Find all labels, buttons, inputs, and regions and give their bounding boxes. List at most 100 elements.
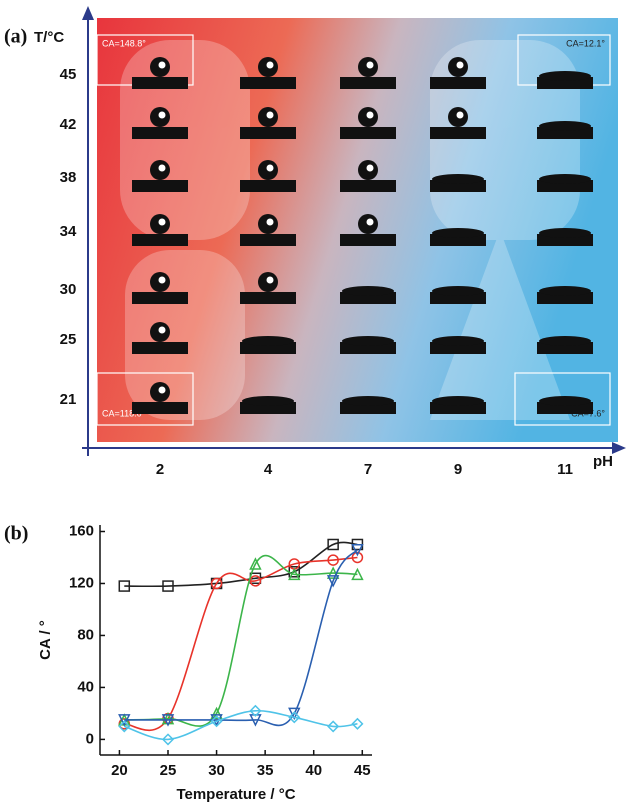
substrate [132, 127, 188, 139]
droplet-highlight [266, 164, 274, 172]
marker [118, 720, 131, 733]
substrate [132, 77, 188, 89]
marker [118, 714, 131, 727]
droplet [342, 396, 394, 406]
y-axis-label: CA / ° [37, 620, 54, 660]
droplet-highlight [158, 218, 166, 226]
droplet-highlight [158, 276, 166, 284]
y-tick-label: 0 [86, 730, 94, 747]
substrate [132, 234, 188, 246]
droplet-highlight [366, 61, 374, 69]
droplet [342, 336, 394, 346]
substrate [340, 77, 396, 89]
marker [161, 714, 175, 727]
droplet [539, 396, 591, 406]
x-tick-label: 45 [354, 762, 371, 779]
substrate [132, 292, 188, 304]
y-tick-label: 40 [77, 678, 94, 695]
marker [161, 733, 175, 746]
droplet [539, 71, 591, 81]
marker [249, 575, 262, 587]
marker [210, 715, 223, 728]
x-tick-label: 30 [208, 762, 225, 779]
ph-tick-label: 9 [454, 461, 462, 478]
droplet [539, 121, 591, 131]
marker [210, 577, 223, 590]
x-tick-label: 20 [111, 762, 128, 779]
t-axis-label: T/°C [34, 29, 64, 46]
y-tick-label: 120 [69, 574, 94, 591]
marker [327, 720, 340, 733]
substrate [340, 180, 396, 192]
marker [162, 580, 174, 592]
substrate [340, 234, 396, 246]
substrate [132, 402, 188, 414]
droplet-highlight [158, 164, 166, 172]
series-line [124, 710, 358, 741]
droplet [539, 286, 591, 296]
substrate [240, 77, 296, 89]
t-tick-label: 38 [60, 169, 77, 186]
annotation-box [514, 372, 611, 426]
droplet-highlight [266, 111, 274, 119]
y-tick-label: 80 [77, 626, 94, 643]
marker [210, 706, 223, 720]
substrate [430, 77, 486, 89]
marker [288, 707, 301, 721]
droplet-highlight [158, 326, 166, 334]
ph-axis-arrow [612, 442, 626, 454]
marker [249, 704, 262, 717]
annotation: CA=118.0° [102, 408, 146, 418]
droplet [539, 336, 591, 346]
substrate [340, 127, 396, 139]
ph-tick-label: 11 [557, 461, 573, 478]
ph-tick-label: 7 [364, 461, 372, 478]
y-tick-label: 160 [69, 522, 94, 539]
series-line [124, 549, 359, 727]
marker [118, 580, 131, 592]
panel-label: (b) [4, 523, 28, 545]
t-tick-label: 30 [60, 281, 77, 298]
droplet [242, 336, 294, 346]
marker [326, 575, 340, 588]
droplet [539, 174, 591, 184]
droplet-highlight [456, 61, 464, 69]
annotation: CA=12.1° [566, 38, 605, 48]
droplet [539, 228, 591, 238]
series-line [124, 556, 358, 732]
substrate [132, 180, 188, 192]
droplet-highlight [158, 61, 166, 69]
substrate [240, 234, 296, 246]
ph-axis-label: pH [593, 453, 613, 470]
ph-tick-label: 2 [156, 461, 164, 478]
droplet-highlight [266, 61, 274, 69]
droplet-highlight [158, 386, 166, 394]
marker [288, 711, 301, 724]
ph-tick-label: 4 [264, 461, 273, 478]
x-axis-label: Temperature / °C [176, 786, 295, 803]
annotation-box [96, 372, 194, 426]
series-line [124, 554, 358, 727]
substrate [240, 127, 296, 139]
x-tick-label: 40 [305, 762, 322, 779]
marker [351, 551, 364, 564]
x-tick-label: 25 [160, 762, 177, 779]
droplet [242, 396, 294, 406]
substrate [240, 292, 296, 304]
panel-label: (a) [4, 26, 27, 48]
series-line [124, 541, 358, 588]
x-tick-label: 35 [257, 762, 274, 779]
droplet-highlight [366, 164, 374, 172]
substrate [240, 180, 296, 192]
droplet [432, 396, 484, 406]
droplet [432, 286, 484, 296]
t-tick-label: 34 [60, 223, 77, 240]
droplet [432, 228, 484, 238]
t-tick-label: 42 [60, 116, 77, 133]
droplet-highlight [266, 218, 274, 226]
marker [351, 567, 364, 581]
droplet-highlight [266, 276, 274, 284]
droplet-highlight [158, 111, 166, 119]
marker [351, 543, 364, 557]
